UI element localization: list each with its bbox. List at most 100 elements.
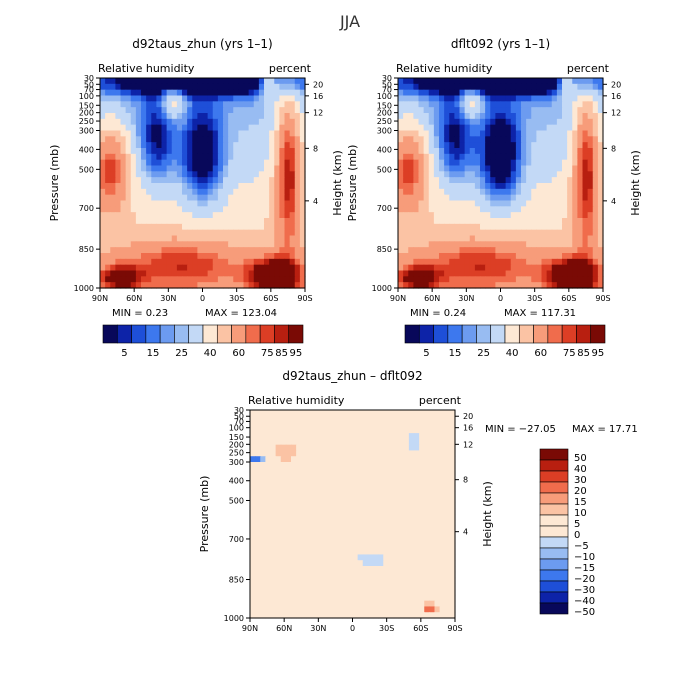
field-cell [275,566,282,573]
field-cell [151,264,157,272]
field-cell [207,253,214,260]
field-cell [255,583,261,590]
field-cell [541,78,548,85]
field-cell [171,218,178,225]
field-cell [275,473,282,480]
colorbar-swatch [539,525,569,538]
field-cell [480,264,486,272]
field-cell [423,229,430,237]
field-cell [342,589,348,596]
field-cell [500,142,507,149]
field-cell [393,410,400,417]
field-cell [469,183,476,190]
field-cell [449,165,455,172]
field-cell [296,531,302,538]
field-cell [156,270,163,277]
field-cell [434,502,441,509]
field-cell [115,159,122,167]
field-cell [500,165,507,172]
field-cell [285,514,292,521]
field-cell [332,606,338,613]
field-cell [233,200,239,207]
field-cell [378,577,384,584]
field-cell [439,467,446,475]
field-cell [393,473,400,480]
field-cell [279,95,286,102]
field-cell [248,153,255,161]
field-cell [115,282,122,289]
field-cell [187,212,193,219]
field-cell [110,83,116,91]
field-cell [367,473,374,480]
field-cell [536,107,543,114]
field-cell [383,554,389,561]
field-cell [270,462,277,469]
field-cell [120,148,127,155]
field-cell [105,194,111,202]
field-cell [306,450,313,457]
field-cell [521,264,527,272]
field-cell [296,519,302,527]
field-cell [490,107,496,114]
field-cell [337,531,343,538]
field-cell [485,153,491,161]
field-cell [469,142,476,149]
field-cell [444,218,450,225]
field-cell [469,136,476,143]
field-cell [105,218,111,225]
field-cell [541,183,548,190]
field-cell [485,95,491,102]
field-cell [141,247,147,254]
field-cell [495,229,502,237]
field-cell [495,113,502,120]
field-cell [541,130,548,137]
field-cell [284,264,291,272]
field-cell [433,247,440,254]
field-cell [531,264,537,272]
field-cell [279,194,286,202]
field-cell [264,258,270,266]
field-cell [248,235,255,242]
field-cell [403,159,409,167]
colorbar-swatch [539,547,569,560]
field-cell [275,479,282,486]
field-cell [357,415,364,423]
field-cell [526,148,532,155]
field-cell [434,462,441,469]
field-cell [347,560,354,567]
field-cell [238,241,245,248]
field-cell [464,171,471,178]
field-cell [582,159,589,167]
field-cell [495,194,502,202]
field-cell [130,235,137,242]
field-cell [357,566,364,573]
field-cell [223,113,229,120]
field-cell [274,142,280,149]
field-cell [342,485,348,492]
field-cell [296,456,302,463]
field-cell [362,577,369,584]
field-cell [367,594,374,602]
field-cell [362,583,369,590]
field-cell [294,200,301,207]
field-cell [316,583,323,590]
field-cell [141,148,147,155]
field-cell [228,218,234,225]
field-cell [424,542,430,550]
field-cell [434,537,441,544]
field-cell [408,235,414,242]
field-cell [342,444,348,452]
field-cell [526,78,532,85]
field-cell [255,415,261,423]
field-cell [398,89,404,97]
field-cell [135,177,142,184]
field-cell [125,101,132,108]
field-cell [367,508,374,515]
field-cell [433,153,440,161]
field-cell [515,206,522,213]
field-cell [413,235,420,242]
field-cell [296,502,302,509]
field-cell [398,462,405,469]
field-cell [253,136,260,143]
field-cell [378,502,384,509]
